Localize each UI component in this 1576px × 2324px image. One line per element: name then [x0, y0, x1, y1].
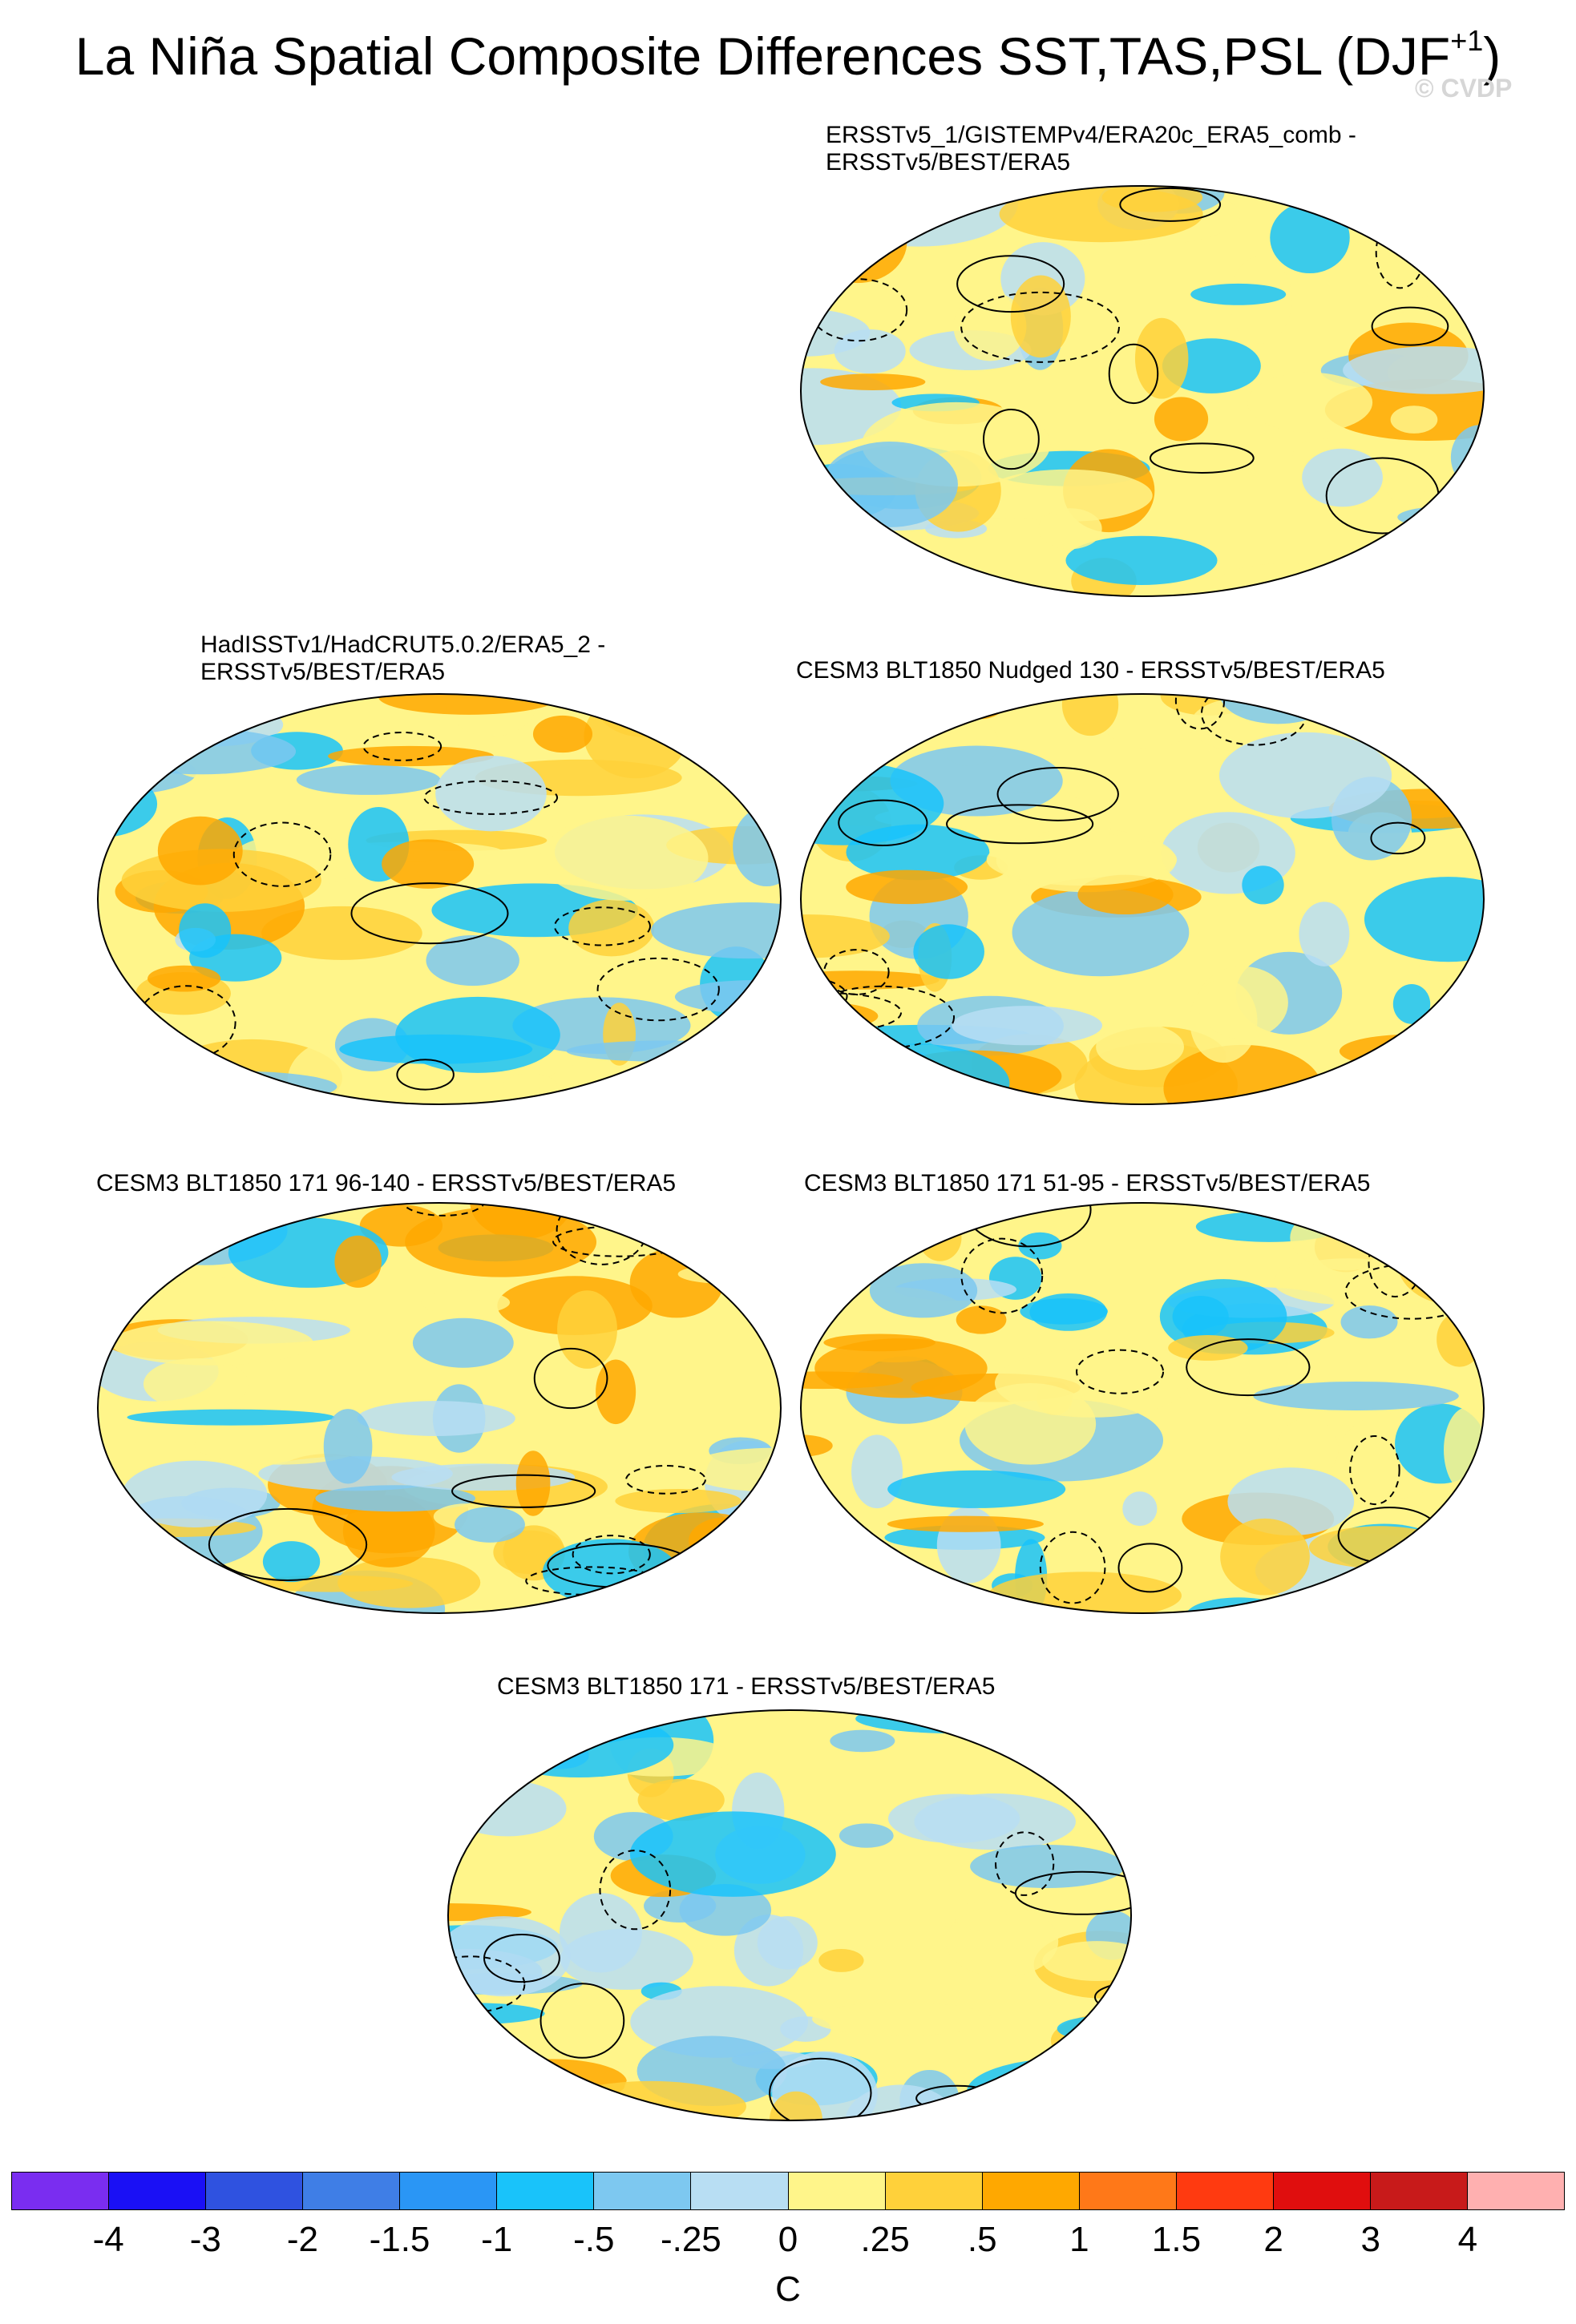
panel-4-title-line1: CESM3 BLT1850 171 96-140 - ERSSTv5/BEST/… [96, 1170, 677, 1196]
map-svg [800, 1202, 1485, 1614]
colorbar-swatch [1176, 2173, 1274, 2209]
colorbar-tick-label: 3 [1360, 2220, 1380, 2259]
colorbar-swatch [594, 2173, 692, 2209]
colorbar-tick-label: 1.5 [1151, 2220, 1202, 2259]
panel-2-title-line1: HadISSTv1/HadCRUT5.0.2/ERA5_2 - [200, 631, 606, 658]
panel-6-title-line1: CESM3 BLT1850 171 - ERSSTv5/BEST/ERA5 [497, 1673, 996, 1700]
panel-4-title: CESM3 BLT1850 171 96-140 - ERSSTv5/BEST/… [96, 1170, 676, 1197]
colorbar-tick-label: .5 [967, 2220, 997, 2259]
map-svg [447, 1709, 1132, 2121]
figure-title-text: La Niña Spatial Composite Differences SS… [75, 26, 1451, 86]
colorbar-tick-label: -1 [481, 2220, 513, 2259]
colorbar-swatch [788, 2173, 886, 2209]
colorbar [11, 2172, 1565, 2210]
colorbar-swatch [982, 2173, 1080, 2209]
colorbar-tick-label: 2 [1263, 2220, 1283, 2259]
panel-1-map [798, 183, 1487, 599]
panel-2-map [95, 691, 784, 1108]
colorbar-tick-label: -3 [189, 2220, 221, 2259]
panel-4-map [95, 1200, 784, 1616]
colorbar-swatch [1370, 2173, 1468, 2209]
panel-3-title-line1: CESM3 BLT1850 Nudged 130 - ERSSTv5/BEST/… [796, 657, 1385, 684]
panel-3-map [798, 691, 1487, 1108]
panel-5-map [798, 1200, 1487, 1616]
colorbar-swatch [497, 2173, 595, 2209]
colorbar-tick-label: -2 [286, 2220, 318, 2259]
panel-1-title: ERSSTv5_1/GISTEMPv4/ERA20c_ERA5_comb - E… [826, 122, 1356, 176]
colorbar-tick-label: 4 [1457, 2220, 1478, 2259]
panel-5-title-line1: CESM3 BLT1850 171 51-95 - ERSSTv5/BEST/E… [804, 1170, 1371, 1196]
map-svg [97, 693, 782, 1105]
panel-6-map [445, 1707, 1134, 2124]
figure-title-superscript: +1 [1450, 24, 1484, 57]
colorbar-tick-label: -.5 [573, 2220, 615, 2259]
colorbar-swatch [109, 2173, 207, 2209]
colorbar-tick-label: 0 [778, 2220, 798, 2259]
panel-2-title-line2: ERSSTv5/BEST/ERA5 [200, 659, 446, 685]
colorbar-tick-label: -.25 [660, 2220, 721, 2259]
colorbar-tick-label: -4 [92, 2220, 124, 2259]
colorbar-swatch [885, 2173, 983, 2209]
map-svg [97, 1202, 782, 1614]
colorbar-swatch [1079, 2173, 1177, 2209]
colorbar-swatch [1273, 2173, 1371, 2209]
colorbar-swatch [206, 2173, 304, 2209]
panel-1-title-line1: ERSSTv5_1/GISTEMPv4/ERA20c_ERA5_comb - [826, 122, 1356, 148]
cvdp-watermark: © CVDP [1415, 74, 1513, 103]
panel-6-title: CESM3 BLT1850 171 - ERSSTv5/BEST/ERA5 [497, 1673, 995, 1701]
colorbar-swatch [303, 2173, 401, 2209]
panel-1-title-line2: ERSSTv5/BEST/ERA5 [826, 149, 1071, 176]
colorbar-tick-label: 1 [1069, 2220, 1089, 2259]
figure-title-close: ) [1483, 26, 1501, 86]
colorbar-swatch [12, 2173, 110, 2209]
colorbar-swatch [1467, 2173, 1564, 2209]
panel-3-title: CESM3 BLT1850 Nudged 130 - ERSSTv5/BEST/… [796, 657, 1385, 684]
colorbar-swatch [691, 2173, 789, 2209]
colorbar-swatch [400, 2173, 498, 2209]
colorbar-tick-label: -1.5 [369, 2220, 430, 2259]
colorbar-tick-label: .25 [860, 2220, 910, 2259]
map-svg [800, 185, 1485, 597]
figure-title: La Niña Spatial Composite Differences SS… [0, 24, 1576, 87]
colorbar-labels: -4 -3 -2 -1.5 -1 -.5 -.25 0 .25 .5 1 1.5 2 3 4 [0, 2220, 1576, 2268]
map-svg [800, 693, 1485, 1105]
panel-2-title: HadISSTv1/HadCRUT5.0.2/ERA5_2 - ERSSTv5/… [200, 631, 605, 686]
panel-5-title: CESM3 BLT1850 171 51-95 - ERSSTv5/BEST/E… [804, 1170, 1370, 1197]
colorbar-unit: C [775, 2270, 801, 2309]
